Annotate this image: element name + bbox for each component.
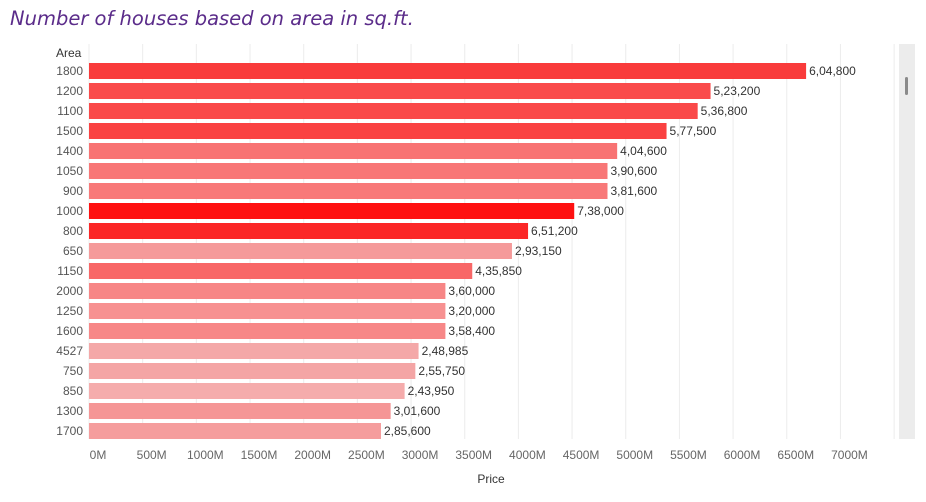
data-label: 2,48,985 xyxy=(422,344,469,358)
x-tick-label: 3500M xyxy=(455,448,492,462)
x-tick-label: 500M xyxy=(137,448,167,462)
data-label: 3,20,000 xyxy=(448,304,495,318)
chart-title: Number of houses based on area in sq.ft. xyxy=(10,7,414,30)
bar[interactable] xyxy=(89,423,381,439)
x-tick-label: 2500M xyxy=(348,448,385,462)
bar[interactable] xyxy=(89,183,608,199)
x-axis-title: Price xyxy=(477,472,505,486)
bar[interactable] xyxy=(89,323,446,339)
x-tick-label: 6000M xyxy=(724,448,761,462)
bar[interactable] xyxy=(89,203,575,219)
bar[interactable] xyxy=(89,303,446,319)
category-label: 750 xyxy=(63,364,83,378)
category-label: 1050 xyxy=(56,164,83,178)
x-tick-label: 7000M xyxy=(831,448,868,462)
category-label: 1700 xyxy=(56,424,83,438)
bar[interactable] xyxy=(89,223,529,239)
category-label: 1100 xyxy=(57,104,83,118)
bar[interactable] xyxy=(89,83,711,99)
data-label: 4,04,600 xyxy=(620,144,667,158)
data-label: 5,36,800 xyxy=(701,104,748,118)
x-axis-ticks: 0M 500M 1000M 1500M 2000M 2500M 3000M 3500M 4000… xyxy=(90,448,868,462)
bar[interactable] xyxy=(89,123,667,139)
data-label: 2,93,150 xyxy=(515,244,562,258)
bar[interactable] xyxy=(89,63,807,79)
x-tick-label: 1500M xyxy=(241,448,278,462)
category-label: 1500 xyxy=(56,124,83,138)
data-label: 7,38,000 xyxy=(577,204,624,218)
category-label: 1800 xyxy=(56,64,83,78)
data-label: 3,90,600 xyxy=(611,164,658,178)
data-label: 5,77,500 xyxy=(670,124,717,138)
data-label: 3,81,600 xyxy=(611,184,658,198)
category-label: 1150 xyxy=(57,264,83,278)
data-label: 2,43,950 xyxy=(408,384,455,398)
x-tick-label: 0M xyxy=(90,448,107,462)
category-labels: 1800 1200 1100 1500 1400 1050 900 1000 800 650 115… xyxy=(56,64,83,438)
data-label: 3,01,600 xyxy=(394,404,441,418)
category-label: 1200 xyxy=(56,84,83,98)
data-label: 6,04,800 xyxy=(809,64,856,78)
category-label: 1300 xyxy=(56,404,83,418)
bar[interactable] xyxy=(89,403,391,419)
category-label: 650 xyxy=(63,244,83,258)
x-tick-label: 1000M xyxy=(187,448,224,462)
y-axis-title: Area xyxy=(56,46,82,60)
x-tick-label: 3000M xyxy=(402,448,439,462)
vertical-scrollbar[interactable] xyxy=(899,44,915,439)
bar[interactable] xyxy=(89,263,473,279)
category-label: 2000 xyxy=(56,284,83,298)
bars xyxy=(89,63,807,439)
category-label: 800 xyxy=(63,224,83,238)
bar[interactable] xyxy=(89,343,419,359)
x-tick-label: 6500M xyxy=(777,448,814,462)
category-label: 1600 xyxy=(56,324,83,338)
x-tick-label: 2000M xyxy=(294,448,331,462)
x-tick-label: 5000M xyxy=(616,448,653,462)
data-label: 4,35,850 xyxy=(475,264,522,278)
bar[interactable] xyxy=(89,243,512,259)
bar[interactable] xyxy=(89,383,405,399)
category-label: 1250 xyxy=(56,304,83,318)
bar[interactable] xyxy=(89,103,698,119)
value-labels: 6,04,800 5,23,200 5,36,800 5,77,5004,04,600… xyxy=(384,64,856,438)
category-label: 850 xyxy=(63,384,83,398)
bar[interactable] xyxy=(89,143,618,159)
category-label: 1400 xyxy=(56,144,83,158)
data-label: 5,23,200 xyxy=(714,84,761,98)
category-label: 1000 xyxy=(56,204,83,218)
data-label: 3,60,000 xyxy=(448,284,495,298)
x-tick-label: 4500M xyxy=(563,448,600,462)
data-label: 3,58,400 xyxy=(448,324,495,338)
data-label: 2,55,750 xyxy=(418,364,465,378)
bar[interactable] xyxy=(89,363,416,379)
scrollbar-thumb[interactable] xyxy=(905,77,908,95)
bar[interactable] xyxy=(89,283,446,299)
bar[interactable] xyxy=(89,163,608,179)
category-label: 4527 xyxy=(56,344,83,358)
x-tick-label: 4000M xyxy=(509,448,546,462)
category-label: 900 xyxy=(63,184,83,198)
x-tick-label: 5500M xyxy=(670,448,707,462)
data-label: 6,51,200 xyxy=(531,224,578,238)
data-label: 2,85,600 xyxy=(384,424,431,438)
